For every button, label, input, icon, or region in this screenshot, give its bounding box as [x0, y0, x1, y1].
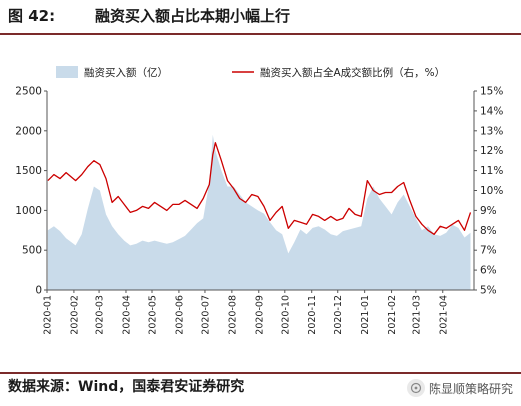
plot-area [47, 134, 472, 290]
y-right-tick-label: 6% [480, 265, 497, 277]
source-note: 数据来源：Wind，国泰君安证券研究 [8, 379, 245, 395]
x-tick-label: 2020-09 [254, 295, 265, 335]
y-left-tick-label: 500 [22, 245, 42, 257]
legend: 融资买入额（亿） 融资买入额占全A成交额比例（右，%） [56, 66, 445, 79]
x-tick-label: 2020-03 [95, 295, 106, 335]
figure-number: 图 42: [8, 7, 56, 25]
x-tick-label: 2020-10 [280, 295, 291, 335]
wechat-official-account-icon [406, 379, 425, 397]
watermark: 陈显顺策略研究 [406, 378, 513, 398]
x-tick-label: 2021-02 [387, 295, 398, 335]
x-tick-label: 2021-04 [438, 295, 449, 335]
x-tick-label: 2020-01 [43, 295, 54, 335]
legend-label-area: 融资买入额（亿） [84, 66, 168, 79]
y-right-tick-label: 9% [480, 205, 497, 217]
y-right-tick-label: 15% [480, 86, 503, 98]
x-tick-label: 2020-07 [200, 295, 211, 335]
x-tick-label: 2020-05 [148, 295, 159, 335]
x-tick-label: 2020-11 [307, 295, 318, 335]
x-tick-label: 2020-04 [121, 295, 132, 335]
y-right-tick-label: 14% [480, 105, 503, 117]
y-right-tick-label: 12% [480, 145, 503, 157]
y-right-tick-label: 7% [480, 245, 497, 257]
x-tick-label: 2021-01 [360, 295, 371, 335]
x-tick-label: 2021-03 [411, 295, 422, 335]
x-tick-label: 2020-02 [69, 295, 80, 335]
chart: 融资买入额（亿） 融资买入额占全A成交额比例（右，%） 0 500 1000 1500 2… [15, 66, 503, 335]
y-left-tick-label: 0 [35, 285, 42, 297]
y-left-tick-label: 1000 [15, 205, 42, 217]
y-right-tick-label: 13% [480, 125, 503, 137]
y-left-tick-label: 2500 [15, 86, 42, 98]
y-right-tick-label: 8% [480, 225, 497, 237]
figure-header: 图 42: 融资买入额占比本期小幅上行 [0, 0, 521, 32]
legend-label-line: 融资买入额占全A成交额比例（右，%） [260, 66, 445, 79]
y-left-tick-label: 1500 [15, 165, 42, 177]
series-line-margin-ratio [47, 142, 472, 235]
legend-swatch-area [56, 66, 78, 78]
figure-title: 融资买入额占比本期小幅上行 [95, 7, 291, 25]
watermark-text: 陈显顺策略研究 [428, 381, 513, 396]
x-tick-label: 2020-08 [227, 295, 238, 335]
header-rule [0, 33, 521, 35]
y-left-tick-label: 2000 [15, 125, 42, 137]
series-area-margin-buy [47, 134, 471, 290]
y-right-tick-label: 11% [480, 165, 503, 177]
y-right-tick-label: 10% [480, 185, 503, 197]
axes: 0 500 1000 1500 2000 2500 5% 6% 7% 8% 9% 10% 11% 12% 1… [15, 86, 503, 335]
x-tick-label: 2020-06 [174, 295, 185, 335]
x-tick-label: 2020-12 [333, 295, 344, 335]
footer-rule [0, 372, 521, 374]
y-right-tick-label: 5% [480, 285, 497, 297]
